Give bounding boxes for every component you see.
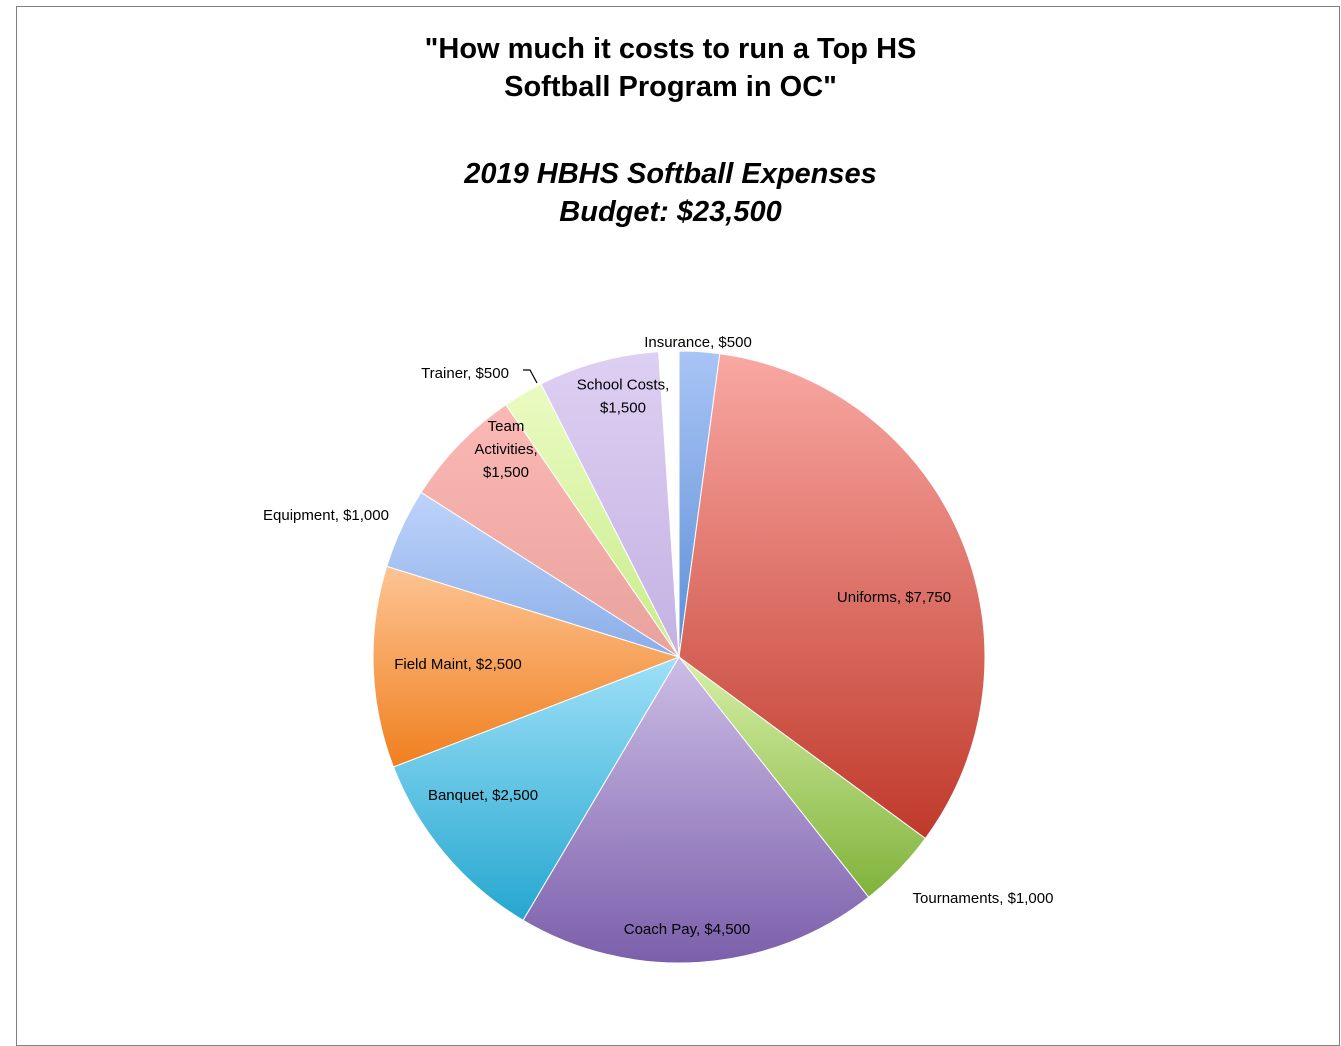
slice-labels: Insurance, $500 Uniforms, $7,750 Tournamen… [263,334,1053,938]
slice-label-banquet: Banquet, $2,500 [428,787,538,804]
pie-slice-uniforms [678,353,986,840]
chart-title-line-1: "How much it costs to run a Top HS [424,33,917,65]
pie-slice-banquet [392,656,681,921]
slice-label-coach-pay: Coach Pay, $4,500 [624,921,750,938]
slice-label-uniforms: Uniforms, $7,750 [837,589,951,606]
chart-title-line-2: Softball Program in OC" [504,71,837,103]
leader-lines [523,369,538,384]
slice-label-team-activities: Team Activities, $1,500 [474,418,537,481]
chart-subtitle-line-2: Budget: $23,500 [559,196,782,228]
chart-title: "How much it costs to run a Top HS Softb… [0,30,1341,106]
slice-label-insurance: Insurance, $500 [644,334,752,351]
pie-slice-team-activities [420,404,680,658]
pie-chart: Insurance, $500 Uniforms, $7,750 Tournamen… [263,334,1053,964]
pie-slices [372,350,986,964]
chart-subtitle: 2019 HBHS Softball Expenses Budget: $23,… [0,155,1341,231]
slice-label-trainer: Trainer, $500 [421,365,509,382]
slice-label-field-maint: Field Maint, $2,500 [394,656,522,673]
slice-label-school-costs: School Costs, $1,500 [577,377,670,417]
pie-slice-school-costs [540,351,680,658]
slice-label-equipment: Equipment, $1,000 [263,507,389,524]
slice-label-tournaments: Tournaments, $1,000 [913,890,1054,907]
pie-slice-field-maint [372,565,681,768]
chart-subtitle-line-1: 2019 HBHS Softball Expenses [464,158,877,190]
leader-line-trainer [523,369,538,384]
pie-slice-coach-pay [522,656,870,964]
